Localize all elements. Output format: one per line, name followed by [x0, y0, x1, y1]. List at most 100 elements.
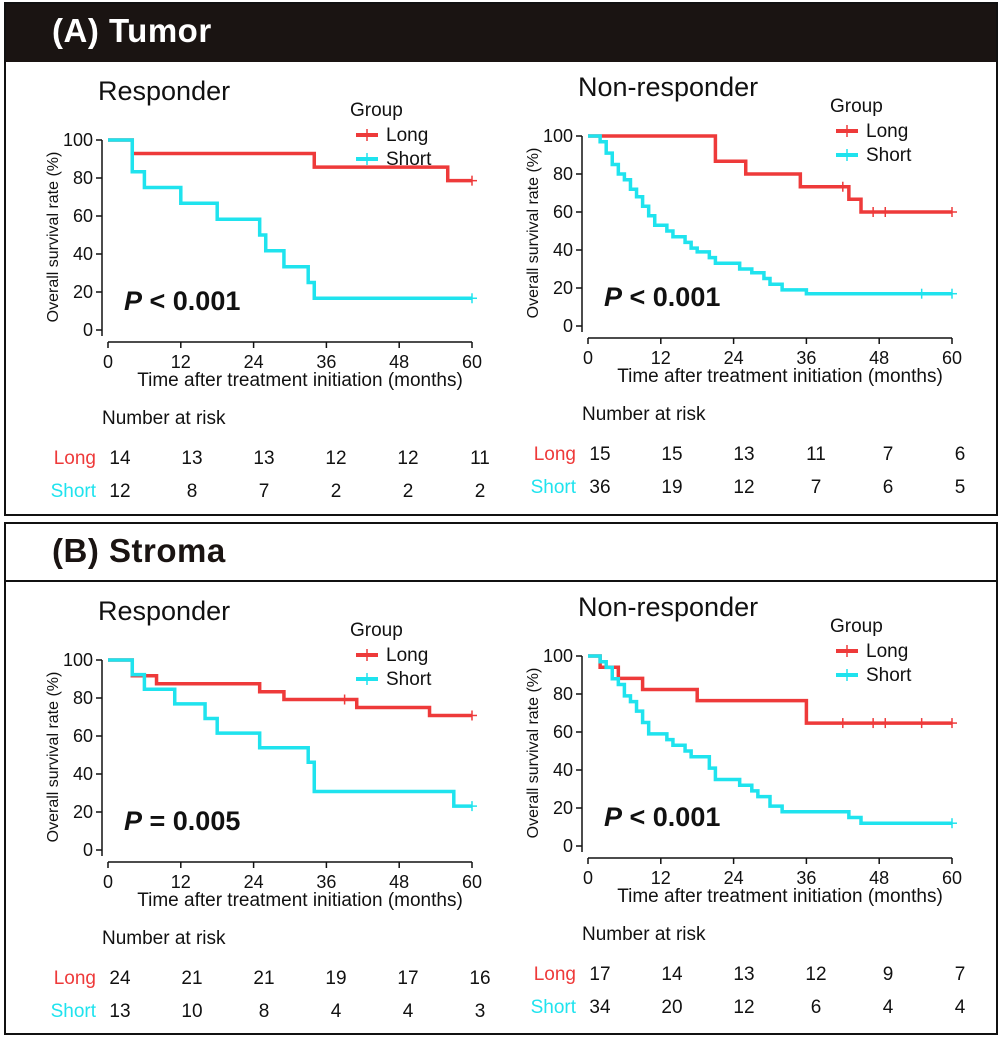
y-tick-label: 0	[83, 840, 93, 860]
x-tick-label: 12	[651, 868, 671, 888]
p-value-text: < 0.001	[622, 802, 720, 832]
risk-count: 4	[883, 997, 894, 1018]
y-tick-label: 20	[73, 802, 93, 822]
y-tick-label: 40	[73, 764, 93, 784]
x-tick-label: 60	[942, 868, 962, 888]
y-tick-label: 60	[73, 726, 93, 746]
x-tick-label: 60	[462, 352, 482, 372]
risk-count: 5	[955, 477, 966, 498]
x-tick-label: 60	[942, 348, 962, 368]
y-tick-label: 20	[553, 798, 573, 818]
risk-count: 13	[253, 448, 274, 469]
y-tick-label: 0	[563, 836, 573, 856]
x-axis-label: Time after treatment initiation (months)	[617, 886, 943, 907]
y-tick-label: 20	[553, 278, 573, 298]
x-tick-label: 24	[724, 868, 744, 888]
y-tick-label: 100	[63, 130, 93, 150]
risk-count: 6	[955, 444, 966, 465]
legend-label-short: Short	[386, 149, 432, 170]
survival-curve-short	[108, 138, 472, 301]
risk-count: 3	[475, 1001, 486, 1022]
legend-title: Group	[350, 100, 403, 121]
section-stroma: (B) Stroma Responder 0 20 40 60 80 100 0 12 24 36 4…	[4, 522, 998, 1035]
risk-count: 4	[331, 1001, 342, 1022]
legend-label-long: Long	[386, 645, 428, 666]
p-value: P < 0.001	[124, 286, 240, 316]
risk-count: 21	[181, 968, 202, 989]
risk-count: 15	[589, 444, 610, 465]
section-header-bar: (A) Tumor	[6, 4, 996, 62]
km-panel-tumor-nonresponder: Non-responder 0 20 40 60 80 100 0 12 24 36 48 60 Time…	[498, 60, 998, 520]
risk-count: 19	[325, 968, 346, 989]
risk-count: 11	[470, 448, 490, 469]
risk-count: 2	[475, 481, 486, 502]
p-value: P < 0.001	[604, 282, 720, 312]
risk-count: 12	[109, 481, 130, 502]
legend-label-short: Short	[386, 669, 432, 690]
y-tick-label: 80	[73, 688, 93, 708]
chart-title: Non-responder	[578, 592, 758, 622]
p-value: P = 0.005	[124, 806, 240, 836]
risk-row-label-short: Short	[531, 997, 577, 1018]
y-tick-label: 0	[83, 320, 93, 340]
risk-count: 8	[187, 481, 198, 502]
x-tick-label: 0	[103, 872, 113, 892]
survival-curve-long	[588, 134, 952, 214]
risk-count: 36	[589, 477, 610, 498]
risk-row-label-short: Short	[531, 477, 577, 498]
y-axis-label: Overall survival rate (%)	[525, 668, 542, 839]
risk-count: 4	[403, 1001, 414, 1022]
x-tick-label: 36	[316, 872, 336, 892]
risk-count: 12	[325, 448, 346, 469]
y-tick-label: 40	[73, 244, 93, 264]
risk-count: 7	[259, 481, 270, 502]
risk-count: 13	[733, 964, 754, 985]
section-title: (A) Tumor	[52, 12, 212, 49]
legend-label-long: Long	[386, 125, 428, 146]
risk-count: 14	[109, 448, 131, 469]
risk-count: 13	[181, 448, 202, 469]
p-value-label: P	[604, 282, 623, 312]
section-header-bar: (B) Stroma	[6, 524, 996, 582]
x-axis-label: Time after treatment initiation (months)	[137, 890, 463, 911]
risk-count: 8	[259, 1001, 270, 1022]
p-value-label: P	[124, 806, 143, 836]
x-tick-label: 60	[462, 872, 482, 892]
survival-curve-long	[588, 654, 952, 725]
survival-curve-short	[108, 658, 472, 808]
p-value-text: < 0.001	[622, 282, 720, 312]
x-tick-label: 0	[583, 348, 593, 368]
x-tick-label: 36	[796, 348, 816, 368]
y-axis-label: Overall survival rate (%)	[45, 152, 62, 323]
p-value: P < 0.001	[604, 802, 720, 832]
chart-title: Responder	[98, 596, 230, 626]
risk-row-label-long: Long	[54, 448, 96, 469]
risk-count: 17	[589, 964, 610, 985]
risk-count: 12	[397, 448, 418, 469]
legend-title: Group	[350, 620, 403, 641]
risk-count: 24	[109, 968, 131, 989]
x-tick-label: 24	[244, 352, 264, 372]
x-tick-label: 24	[724, 348, 744, 368]
x-tick-label: 12	[171, 872, 191, 892]
risk-count: 19	[661, 477, 682, 498]
y-tick-label: 100	[543, 126, 573, 146]
risk-count: 13	[109, 1001, 130, 1022]
x-tick-label: 48	[389, 872, 409, 892]
x-tick-label: 48	[869, 348, 889, 368]
x-axis-label: Time after treatment initiation (months)	[137, 370, 463, 391]
y-tick-label: 80	[553, 164, 573, 184]
y-tick-label: 0	[563, 316, 573, 336]
section-title: (B) Stroma	[52, 532, 226, 569]
y-tick-label: 100	[543, 646, 573, 666]
risk-row-label-long: Long	[534, 444, 576, 465]
risk-count: 10	[181, 1001, 202, 1022]
risk-count: 7	[883, 444, 894, 465]
x-tick-label: 12	[171, 352, 191, 372]
y-tick-label: 80	[553, 684, 573, 704]
x-tick-label: 12	[651, 348, 671, 368]
y-tick-label: 60	[553, 202, 573, 222]
